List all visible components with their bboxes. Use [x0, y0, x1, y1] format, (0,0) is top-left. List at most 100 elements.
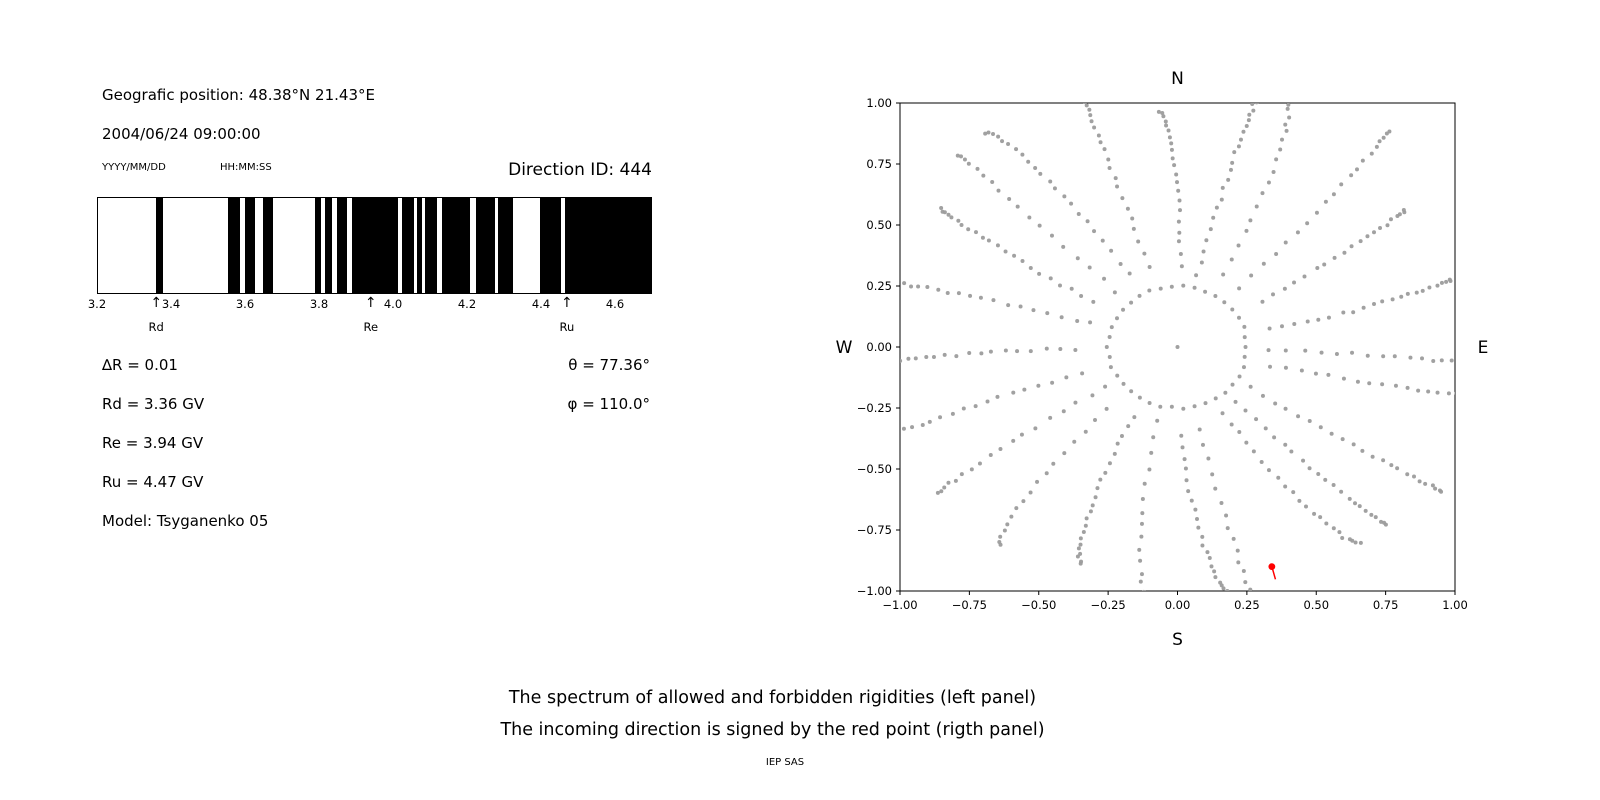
gray-dot	[1278, 147, 1283, 152]
x-tick-label: −0.50	[1021, 598, 1056, 612]
y-tick-label: −1.00	[857, 584, 892, 598]
spectrum-bands	[98, 198, 651, 293]
gray-dot	[1351, 442, 1356, 447]
gray-dot	[1295, 230, 1300, 235]
gray-dot	[1076, 211, 1081, 216]
gray-dot	[1268, 364, 1273, 369]
gray-dot	[1286, 103, 1288, 104]
gray-dot	[939, 205, 944, 210]
gray-dot	[1158, 286, 1163, 291]
x-tick-label: 1.00	[1442, 598, 1468, 612]
gray-dot	[1200, 442, 1205, 447]
gray-dot	[1283, 348, 1288, 353]
gray-dot	[1283, 484, 1288, 489]
gray-dot	[1347, 496, 1352, 501]
gray-dot	[1147, 467, 1152, 472]
gray-dot	[998, 542, 1003, 547]
spectrum-black-band	[539, 198, 561, 293]
gray-dot	[1274, 157, 1279, 162]
gray-dot	[991, 298, 996, 303]
gray-dot	[1241, 129, 1246, 134]
gray-dot	[1323, 477, 1328, 482]
gray-dot	[1395, 466, 1400, 471]
gray-dot	[1109, 325, 1114, 330]
gray-dot	[901, 426, 906, 431]
gray-dot	[1282, 286, 1287, 291]
gray-dot	[1353, 540, 1358, 545]
gray-dot	[950, 411, 955, 416]
gray-dot	[1380, 299, 1385, 304]
gray-dot	[1073, 400, 1078, 405]
gray-dot	[1199, 260, 1204, 265]
gray-dot	[935, 490, 940, 495]
gray-dot	[1100, 238, 1105, 243]
gray-dot	[1225, 588, 1230, 591]
gray-dot	[1061, 244, 1066, 249]
gray-dot	[1125, 206, 1130, 211]
gray-dot	[995, 394, 1000, 399]
gray-dot	[1161, 114, 1166, 119]
gray-dot	[1183, 466, 1188, 471]
gray-dot	[1093, 417, 1098, 422]
gray-dot	[1107, 335, 1112, 340]
gray-dot	[1078, 542, 1083, 547]
gray-dot	[900, 358, 903, 363]
gray-dot	[1318, 515, 1323, 520]
gray-dot	[1285, 106, 1290, 111]
y-tick-label: 1.00	[866, 96, 892, 110]
gray-dot	[1112, 290, 1117, 295]
gray-dot	[1147, 288, 1152, 293]
gray-dot	[1334, 352, 1339, 357]
gray-dot	[1457, 360, 1461, 364]
gray-dot	[959, 223, 964, 228]
gray-dot	[966, 227, 971, 232]
gray-dot	[1119, 433, 1124, 438]
gray-dot	[1237, 429, 1242, 434]
gray-dot	[1026, 159, 1031, 164]
gray-dot	[1454, 391, 1455, 395]
gray-dot	[1142, 481, 1147, 486]
spectrum-black-band	[263, 198, 274, 293]
gray-dot	[973, 404, 978, 409]
gray-dot	[1174, 172, 1179, 177]
spectrum-black-band	[475, 198, 495, 293]
gray-dot	[1113, 176, 1118, 181]
cutoff-marker-label: Rd	[148, 320, 164, 334]
gray-dot	[1155, 418, 1160, 423]
gray-dot	[1430, 483, 1435, 488]
gray-dot	[1126, 424, 1131, 429]
gray-dot	[1180, 445, 1185, 450]
gray-dot	[1369, 151, 1374, 156]
spectrum-black-band	[324, 198, 333, 293]
gray-dot	[1433, 486, 1438, 491]
gray-dot	[1044, 471, 1049, 476]
gray-dot	[1136, 239, 1141, 244]
gray-dot	[1222, 300, 1227, 305]
gray-dot	[945, 291, 950, 296]
gray-dot	[1151, 435, 1156, 440]
gray-dot	[1022, 387, 1027, 392]
gray-dot	[1213, 294, 1218, 299]
gray-dot	[1230, 382, 1235, 387]
gray-dot	[1372, 230, 1377, 235]
gray-dot	[1420, 356, 1425, 361]
gray-dot	[1107, 165, 1112, 170]
gray-dot	[1241, 365, 1246, 370]
gray-dot	[961, 406, 966, 411]
gray-dot	[1002, 528, 1007, 533]
gray-dot	[1414, 290, 1419, 295]
spectrum-black-band	[442, 198, 471, 293]
gray-dot	[1381, 354, 1386, 359]
gray-dot	[1426, 389, 1431, 394]
gray-dot	[1179, 433, 1184, 438]
gray-dot	[1249, 273, 1254, 278]
delta-r-text: ∆R = 0.01	[102, 356, 178, 374]
gray-dot	[1011, 390, 1016, 395]
gray-dot	[931, 354, 936, 359]
gray-dot	[1313, 371, 1318, 376]
gray-dot	[959, 472, 964, 477]
gray-dot	[1427, 285, 1432, 290]
gray-dot	[1372, 301, 1377, 306]
gray-dot	[967, 351, 972, 356]
gray-dot	[1140, 497, 1145, 502]
